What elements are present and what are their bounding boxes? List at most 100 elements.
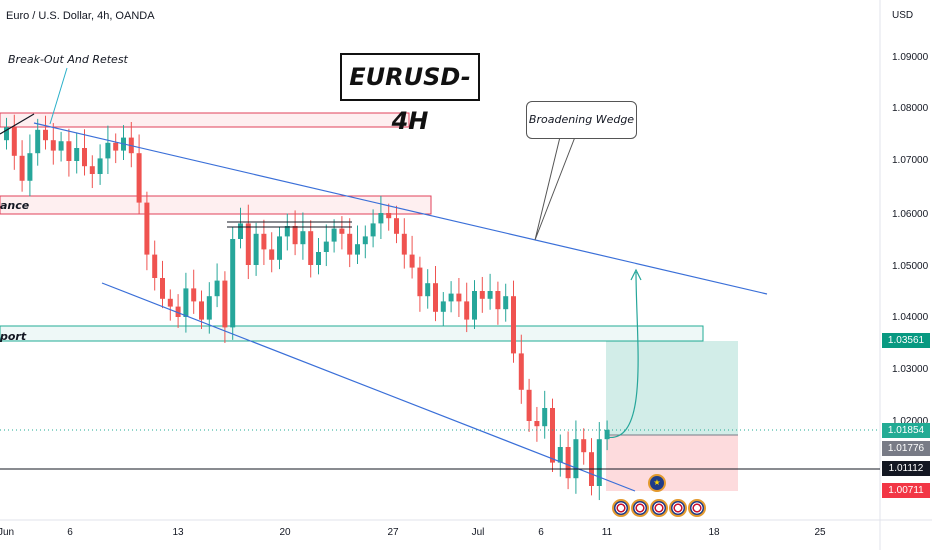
- candle-body: [152, 254, 158, 278]
- candle-body: [347, 233, 353, 255]
- y-tick-label: 1.08000: [892, 103, 929, 114]
- candle-body: [50, 140, 56, 151]
- candle-body: [214, 280, 220, 297]
- candle-body: [105, 142, 111, 159]
- candle-body: [144, 202, 150, 255]
- x-tick-label: 27: [387, 527, 399, 538]
- support-zone: [0, 325, 704, 342]
- candle-body: [277, 236, 282, 260]
- candle-body: [472, 291, 477, 320]
- y-tick-label: 1.05000: [892, 261, 929, 272]
- x-tick-label: 6: [538, 527, 544, 538]
- candle-body: [331, 228, 337, 242]
- us-flag-icon[interactable]: [631, 499, 649, 517]
- candle-body: [58, 141, 64, 151]
- us-flag-icon[interactable]: [612, 499, 630, 517]
- candle-body: [82, 148, 87, 167]
- candle-body: [11, 127, 17, 156]
- wedge-upper-trendline: [33, 122, 768, 295]
- candle-body: [604, 429, 610, 440]
- candle-body: [89, 166, 95, 174]
- candle-body: [292, 226, 298, 245]
- candle-body: [4, 127, 9, 141]
- candle-body: [230, 239, 236, 328]
- candle-body: [355, 244, 360, 255]
- x-tick-label: 18: [708, 527, 720, 538]
- candle-body: [308, 231, 314, 265]
- candle-body: [401, 233, 407, 255]
- y-tick-label: 1.09000: [892, 52, 929, 63]
- candle-body: [35, 129, 41, 154]
- candle-body: [596, 439, 602, 486]
- x-tick-label: 13: [172, 527, 184, 538]
- candle-body: [495, 291, 501, 310]
- candle-body: [440, 301, 446, 312]
- candle-body: [253, 233, 259, 265]
- breakout-pointer: [49, 67, 68, 125]
- candle-body: [136, 153, 142, 203]
- breakout-annotation: Break-Out And Retest: [8, 53, 128, 66]
- candle-body: [511, 296, 516, 354]
- candle-body: [550, 408, 555, 463]
- symbol-title: Euro / U.S. Dollar, 4h, OANDA: [6, 10, 155, 22]
- candle-body: [362, 236, 368, 245]
- wedge-lower-trendline: [101, 282, 636, 492]
- candle-body: [479, 291, 485, 299]
- candle-body: [503, 296, 509, 310]
- candle-body: [199, 301, 204, 320]
- candle-body: [74, 148, 80, 161]
- candle-body: [43, 129, 48, 141]
- resistance-zone: [0, 195, 432, 215]
- breakout-trendline: [0, 113, 35, 135]
- candle-body: [487, 291, 493, 299]
- candle-body: [245, 223, 251, 265]
- candle-body: [464, 301, 470, 320]
- currency-label: USD: [892, 10, 914, 21]
- x-tick-label: 6: [67, 527, 73, 538]
- candle-body: [238, 223, 243, 239]
- us-flag-icon[interactable]: [669, 499, 687, 517]
- candle-body: [316, 252, 321, 265]
- support-zone-label: port: [0, 330, 27, 343]
- candle-body: [284, 226, 290, 237]
- position-risk-area: [606, 435, 738, 491]
- candle-body: [160, 278, 165, 299]
- price-tag-current: 1.01854: [882, 423, 930, 438]
- candle-body: [206, 296, 212, 320]
- wedge-callout: Broadening Wedge: [526, 101, 637, 139]
- candle-body: [191, 288, 197, 302]
- candle-body: [175, 306, 181, 317]
- candle-body: [300, 231, 306, 245]
- wedge-callout-pointer: [534, 136, 576, 241]
- candle-body: [339, 228, 345, 234]
- x-tick-label: 11: [601, 527, 613, 538]
- candle-body: [394, 218, 399, 234]
- candle-body: [97, 158, 103, 174]
- candle-body: [378, 213, 384, 224]
- price-tag-stop: 1.00711: [882, 483, 930, 498]
- candle-body: [409, 254, 415, 268]
- us-flag-icon[interactable]: [688, 499, 706, 517]
- candle-body: [66, 141, 72, 161]
- us-flag-icon[interactable]: [650, 499, 668, 517]
- resistance-zone-label: ance: [0, 199, 30, 212]
- x-tick-label: 25: [814, 527, 826, 538]
- projection-arrowhead: [630, 268, 642, 281]
- candle-body: [526, 389, 532, 421]
- candle-body: [542, 408, 548, 427]
- x-tick-label: 20: [279, 527, 291, 538]
- y-tick-label: 1.03000: [892, 364, 929, 375]
- candle-body: [183, 288, 189, 317]
- x-tick-label: Jul: [471, 527, 485, 538]
- candle-body: [19, 155, 25, 181]
- candle-body: [581, 439, 587, 453]
- candle-body: [417, 267, 423, 297]
- candle-body: [573, 439, 579, 479]
- candle-body: [323, 241, 329, 252]
- resistance-zone-top: [0, 112, 410, 128]
- candle-body: [167, 298, 173, 307]
- eu-flag-icon[interactable]: ★: [648, 474, 666, 492]
- y-tick-label: 1.02000: [892, 416, 929, 427]
